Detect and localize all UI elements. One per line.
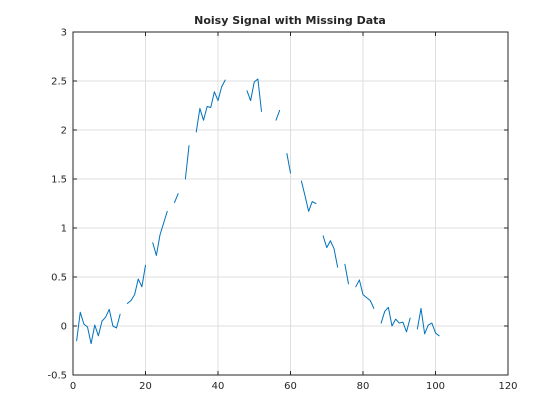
signal-line-segment xyxy=(184,145,190,180)
signal-line-segment xyxy=(355,279,375,309)
x-tick-label: 60 xyxy=(284,381,297,392)
y-tick-label: 2.5 xyxy=(51,77,67,88)
signal-line-segment xyxy=(286,153,291,174)
signal-line-segment xyxy=(174,193,179,204)
x-tick-label: 100 xyxy=(426,381,445,392)
signal-line-segment xyxy=(195,79,226,133)
signal-line-segment xyxy=(380,306,411,333)
x-tick-label: 0 xyxy=(70,381,76,392)
y-tick-label: 3 xyxy=(61,28,67,39)
x-tick-label: 40 xyxy=(212,381,225,392)
x-tick-label: 20 xyxy=(139,381,152,392)
y-tick-label: 2 xyxy=(61,126,67,137)
x-axis-tick-labels: 0 20 40 60 80 100 120 xyxy=(70,381,518,392)
y-tick-label: 0.5 xyxy=(51,273,67,284)
signal-line-segment xyxy=(344,263,349,285)
signal-line-segment xyxy=(275,109,281,121)
signal-line-segment xyxy=(126,264,146,304)
y-tick-label: -0.5 xyxy=(47,371,67,382)
data-series-layer xyxy=(76,78,440,345)
grid-lines xyxy=(73,32,508,375)
signal-line-segment xyxy=(76,308,121,345)
signal-line-segment xyxy=(300,180,317,212)
axis-ticks xyxy=(72,31,509,376)
y-tick-label: 0 xyxy=(61,322,67,333)
chart-title: Noisy Signal with Missing Data xyxy=(194,14,386,27)
signal-line-segment xyxy=(416,307,440,337)
y-tick-label: 1.5 xyxy=(51,175,67,186)
y-tick-label: 1 xyxy=(61,224,67,235)
signal-line-segment xyxy=(246,78,262,112)
y-axis-tick-labels: -0.5 0 0.5 1 1.5 2 2.5 3 xyxy=(47,28,67,382)
x-tick-label: 120 xyxy=(498,381,517,392)
signal-line-segment xyxy=(322,235,339,268)
x-tick-label: 80 xyxy=(357,381,370,392)
signal-line-segment xyxy=(152,210,168,256)
